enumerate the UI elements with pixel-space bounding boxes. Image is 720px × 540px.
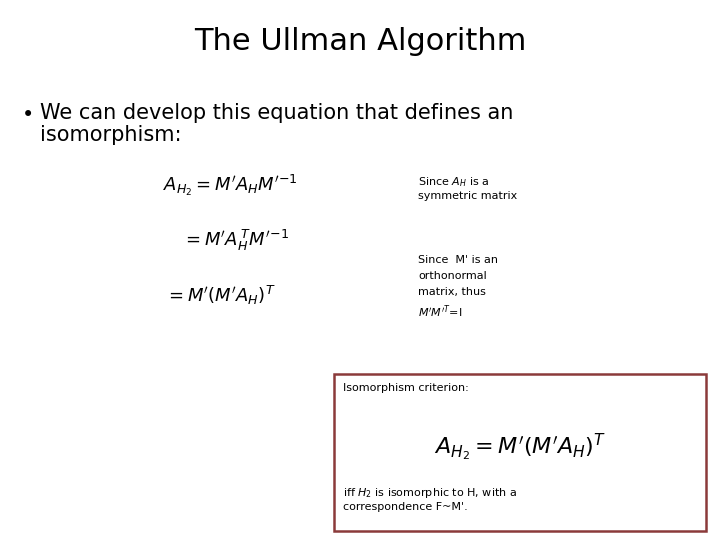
Text: Since $A_H$ is a: Since $A_H$ is a <box>418 175 489 189</box>
Text: $M'M'^T$=I: $M'M'^T$=I <box>418 303 462 320</box>
Text: $= M'A_H^{\,T} M'^{-1}$: $= M'A_H^{\,T} M'^{-1}$ <box>181 227 289 253</box>
Text: matrix, thus: matrix, thus <box>418 287 486 297</box>
Text: We can develop this equation that defines an: We can develop this equation that define… <box>40 103 513 123</box>
Text: •: • <box>22 105 35 125</box>
Text: symmetric matrix: symmetric matrix <box>418 191 517 201</box>
Text: orthonormal: orthonormal <box>418 271 487 281</box>
Text: $A_{H_2} = M'A_H M'^{-1}$: $A_{H_2} = M'A_H M'^{-1}$ <box>163 172 297 198</box>
Text: isomorphism:: isomorphism: <box>40 125 181 145</box>
Text: Since  M' is an: Since M' is an <box>418 255 498 265</box>
Text: iff $H_2$ is isomorphic to H, with a: iff $H_2$ is isomorphic to H, with a <box>343 486 517 500</box>
Text: $= M'(M'A_H)^T$: $= M'(M'A_H)^T$ <box>165 284 275 307</box>
Text: $A_{H_2} = M'(M'A_H)^T$: $A_{H_2} = M'(M'A_H)^T$ <box>434 431 606 463</box>
Text: correspondence F~M'.: correspondence F~M'. <box>343 502 468 512</box>
FancyBboxPatch shape <box>334 374 706 531</box>
Text: Isomorphism criterion:: Isomorphism criterion: <box>343 383 469 393</box>
Text: The Ullman Algorithm: The Ullman Algorithm <box>194 28 526 57</box>
